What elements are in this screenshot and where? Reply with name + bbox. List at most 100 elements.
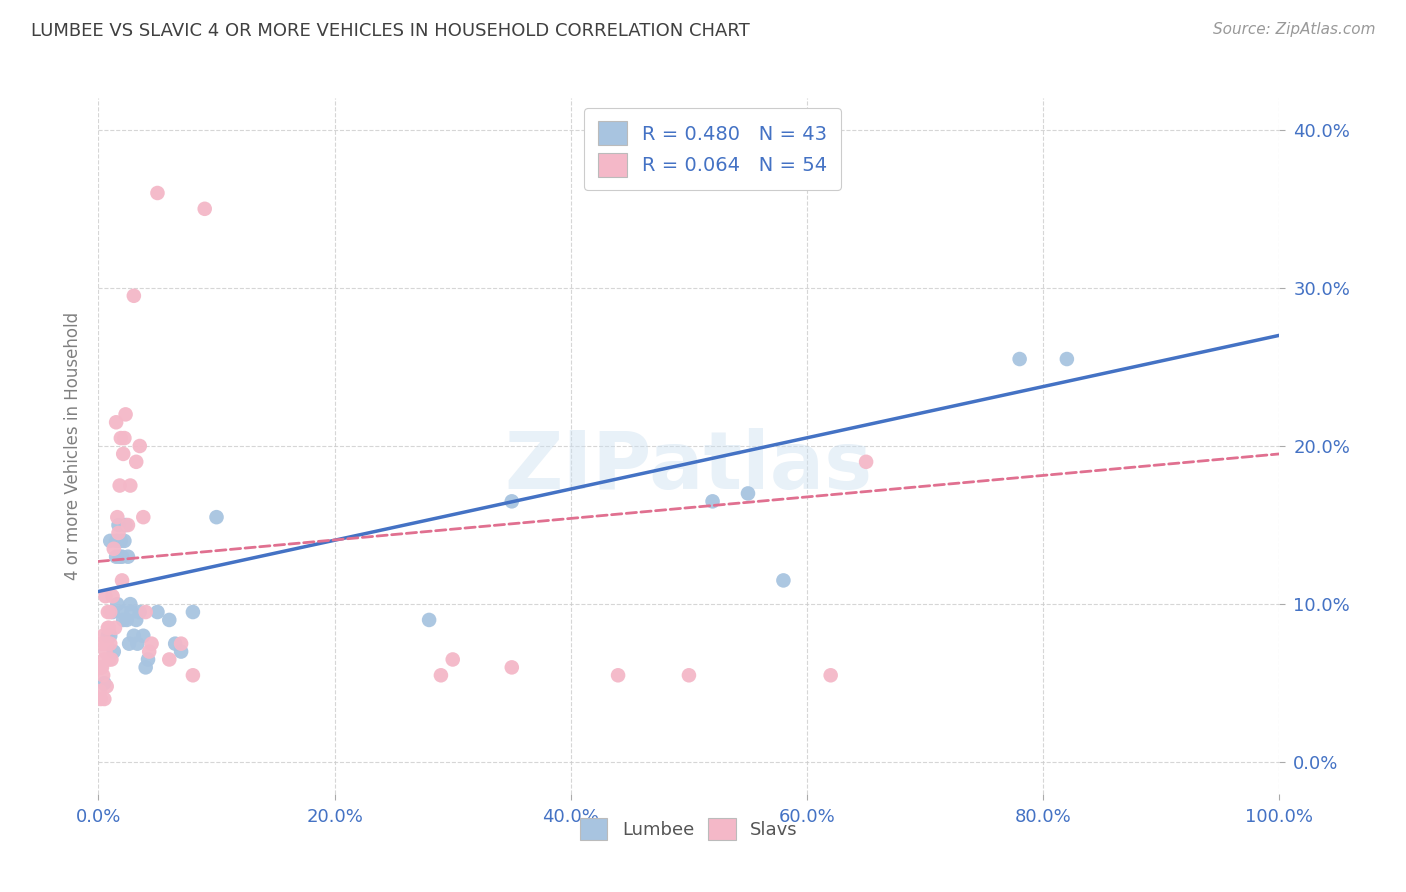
Point [112, 431, 135, 445]
Point [737, 486, 759, 500]
Point [105, 533, 128, 548]
Point [94, 644, 117, 658]
Point [181, 668, 204, 682]
Point [132, 510, 155, 524]
Point [146, 186, 169, 200]
Point [157, 652, 180, 666]
Point [91, 629, 114, 643]
Point [820, 668, 842, 682]
Point [205, 510, 228, 524]
Point [98, 605, 121, 619]
Point [136, 652, 159, 666]
Point [702, 494, 724, 508]
Point [128, 605, 150, 619]
Point [115, 613, 138, 627]
Point [98, 533, 121, 548]
Point [100, 652, 122, 666]
Point [125, 455, 148, 469]
Text: LUMBEE VS SLAVIC 4 OR MORE VEHICLES IN HOUSEHOLD CORRELATION CHART: LUMBEE VS SLAVIC 4 OR MORE VEHICLES IN H… [31, 22, 749, 40]
Point [110, 533, 132, 548]
Point [93, 676, 115, 690]
Point [111, 605, 134, 619]
Point [110, 431, 132, 445]
Point [501, 494, 523, 508]
Point [120, 597, 142, 611]
Point [165, 637, 187, 651]
Point [135, 605, 157, 619]
Text: ZIPatlas: ZIPatlas [505, 428, 873, 506]
Point [107, 518, 129, 533]
Point [105, 415, 128, 429]
Point [90, 692, 112, 706]
Point [104, 621, 127, 635]
Point [108, 549, 131, 564]
Point [132, 629, 155, 643]
Point [96, 637, 118, 651]
Y-axis label: 4 or more Vehicles in Household: 4 or more Vehicles in Household [63, 312, 82, 580]
Point [93, 652, 115, 666]
Point [101, 589, 124, 603]
Text: Source: ZipAtlas.com: Source: ZipAtlas.com [1212, 22, 1375, 37]
Point [97, 605, 120, 619]
Point [97, 629, 120, 643]
Point [170, 637, 193, 651]
Point [111, 574, 134, 588]
Point [418, 613, 440, 627]
Point [441, 652, 464, 666]
Point [146, 605, 169, 619]
Point [1056, 351, 1078, 366]
Point [91, 668, 114, 682]
Point [98, 652, 121, 666]
Point [128, 439, 150, 453]
Point [89, 660, 111, 674]
Point [117, 549, 139, 564]
Point [114, 518, 136, 533]
Point [678, 668, 700, 682]
Point [94, 589, 117, 603]
Point [138, 644, 160, 658]
Point [107, 525, 129, 540]
Point [194, 202, 217, 216]
Point [89, 684, 111, 698]
Point [122, 289, 145, 303]
Point [855, 455, 877, 469]
Point [135, 660, 157, 674]
Point [127, 637, 149, 651]
Point [114, 408, 136, 422]
Point [1008, 351, 1031, 366]
Point [170, 644, 193, 658]
Point [607, 668, 630, 682]
Point [501, 660, 523, 674]
Point [112, 613, 135, 627]
Legend: Lumbee, Slavs: Lumbee, Slavs [569, 807, 808, 851]
Point [117, 518, 139, 533]
Point [111, 549, 134, 564]
Point [91, 660, 114, 674]
Point [125, 613, 148, 627]
Point [118, 637, 141, 651]
Point [105, 510, 128, 524]
Point [430, 668, 453, 682]
Point [122, 629, 145, 643]
Point [141, 637, 163, 651]
Point [97, 621, 120, 635]
Point [103, 644, 125, 658]
Point [121, 605, 143, 619]
Point [91, 637, 114, 651]
Point [103, 541, 125, 556]
Point [105, 549, 128, 564]
Point [90, 660, 112, 674]
Point [108, 478, 131, 492]
Point [98, 629, 121, 643]
Point [120, 478, 142, 492]
Point [93, 692, 115, 706]
Point [98, 621, 121, 635]
Point [112, 533, 135, 548]
Point [105, 597, 128, 611]
Point [112, 447, 135, 461]
Point [98, 637, 121, 651]
Point [181, 605, 204, 619]
Point [105, 533, 128, 548]
Point [101, 605, 124, 619]
Point [96, 679, 118, 693]
